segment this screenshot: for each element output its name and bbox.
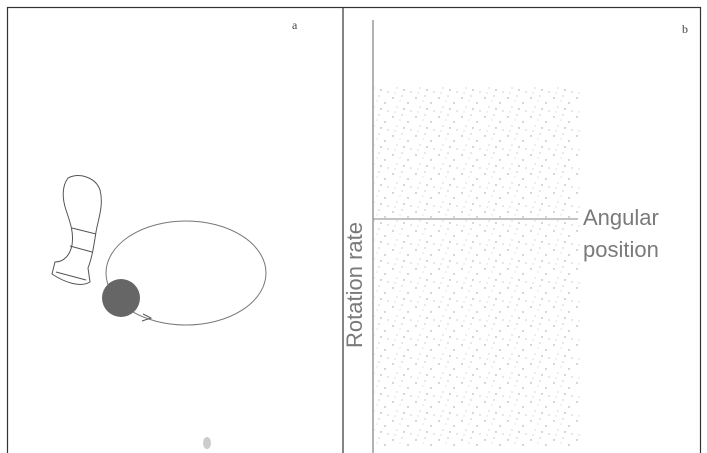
smudge [203,437,211,449]
arrow [141,313,153,322]
stipple-area [374,85,580,447]
ball [102,279,140,317]
leg-detail [55,227,97,281]
frame [6,6,702,453]
orbit [105,220,267,326]
panel-label: b [682,22,688,36]
panel-label: a [292,18,298,32]
y-axis-label: Rotation rate [342,222,367,348]
leg [51,175,102,285]
x-axis-label: Angular position [583,205,659,262]
